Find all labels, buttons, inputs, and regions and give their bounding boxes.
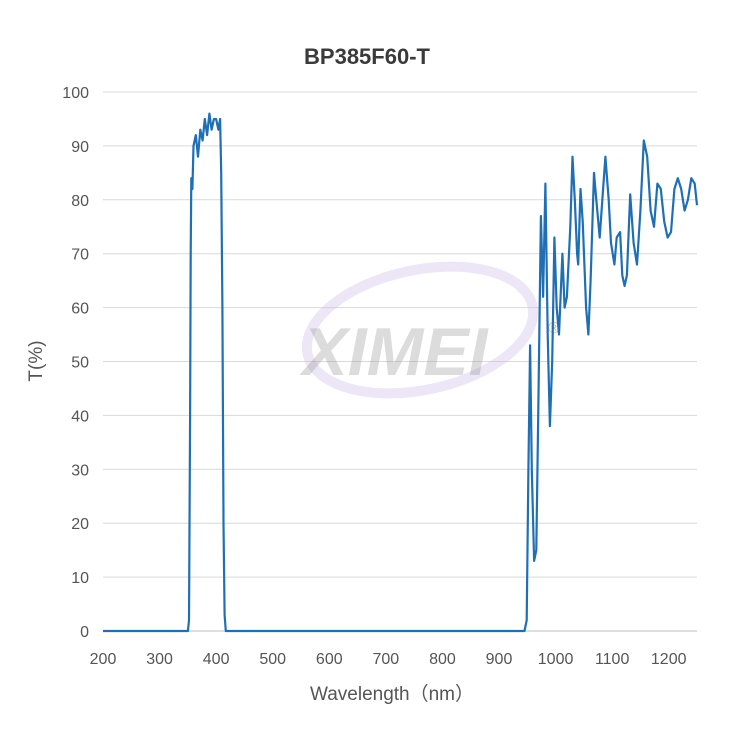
y-tick-label: 80 [71, 193, 89, 210]
x-tick-labels: 200 300 400 500 600 700 800 900 1000 1100 1200 [90, 651, 687, 668]
series-group [103, 112, 699, 633]
x-tick-label: 200 [90, 651, 117, 668]
x-tick-label: 700 [373, 651, 400, 668]
y-axis-label: T(%) [26, 340, 47, 381]
y-tick-label: 20 [71, 516, 89, 533]
series-line-0 [103, 112, 699, 633]
x-tick-label: 900 [486, 651, 513, 668]
watermark: XIMEI ® [298, 261, 560, 399]
watermark-swoosh-icon [301, 261, 539, 399]
y-tick-label: 90 [71, 139, 89, 156]
y-tick-label: 60 [71, 301, 89, 318]
grid-lines [103, 91, 697, 632]
x-tick-label: 1200 [651, 651, 687, 668]
y-tick-label: 50 [71, 355, 89, 372]
y-tick-labels: 0 10 20 30 40 50 60 70 80 90 100 [62, 85, 89, 641]
x-tick-label: 600 [316, 651, 343, 668]
x-tick-label: 1000 [538, 651, 574, 668]
chart-title: BP385F60-T [304, 44, 431, 69]
x-tick-label: 400 [203, 651, 230, 668]
y-tick-label: 0 [80, 624, 89, 641]
x-axis-label: Wavelength（nm） [310, 683, 474, 705]
y-tick-label: 30 [71, 462, 89, 479]
y-tick-label: 10 [71, 570, 89, 587]
y-tick-label: 100 [62, 85, 89, 102]
watermark-text: XIMEI [298, 314, 489, 390]
x-tick-label: 500 [259, 651, 286, 668]
y-tick-label: 40 [71, 408, 89, 425]
x-tick-label: 1100 [595, 651, 630, 668]
watermark-registered-mark: ® [548, 320, 560, 337]
x-tick-label: 800 [429, 651, 456, 668]
y-tick-label: 70 [71, 247, 89, 264]
x-tick-label: 300 [146, 651, 173, 668]
